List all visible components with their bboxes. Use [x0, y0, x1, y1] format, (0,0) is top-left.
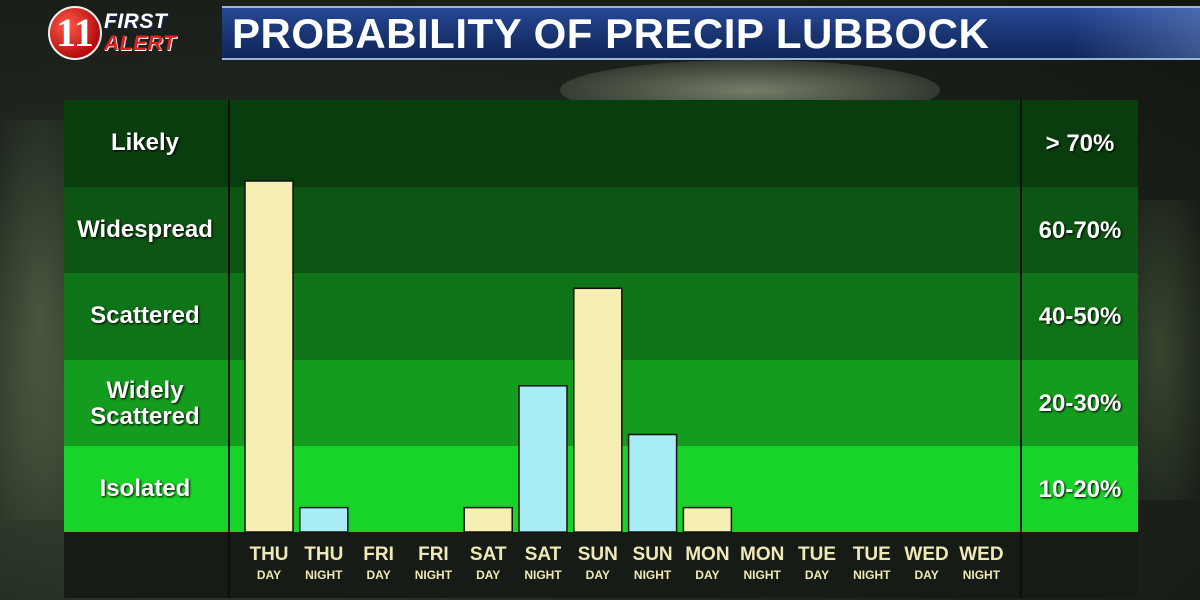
x-tick-day: THU [304, 544, 343, 565]
logo-line2: ALERT [104, 32, 177, 55]
x-tick-part: DAY [805, 568, 829, 582]
bar-thu-night [299, 506, 349, 533]
left-divider [228, 100, 230, 598]
x-tick-part: NIGHT [415, 568, 453, 582]
band-label: Likely [110, 129, 180, 156]
x-tick-part: DAY [695, 568, 719, 582]
band-label: Widespread [77, 215, 213, 243]
band-widespread [64, 186, 1138, 274]
band-range-label: 40-50% [1038, 303, 1122, 330]
title-bar: PROBABILITY OF PRECIP LUBBOCK [222, 6, 1200, 60]
band-range-label: 60-70% [1038, 216, 1122, 244]
x-tick-part: NIGHT [963, 568, 1001, 582]
band-range-label: > 70% [1045, 130, 1115, 157]
logo-circle-icon [48, 6, 102, 60]
x-tick-day: FRI [363, 544, 394, 565]
band-label: Isolated [99, 475, 191, 502]
x-tick-part: DAY [586, 568, 610, 582]
bar-thu-day [244, 180, 294, 533]
band-label: Scattered [90, 302, 200, 329]
bar-sat-day [463, 506, 513, 533]
right-divider [1020, 100, 1022, 598]
chart-panel: THU DAY THU NIGHT FRI DAY FRI NIGHT SAT DAY SAT NIG… [64, 100, 1138, 598]
x-tick-day: SUN [633, 544, 673, 565]
x-tick-day: WED [904, 544, 948, 565]
x-tick-part: NIGHT [744, 568, 782, 582]
x-tick-part: DAY [476, 568, 500, 582]
x-tick-day: MON [685, 544, 729, 565]
bar-chart: THU DAY THU NIGHT FRI DAY FRI NIGHT SAT DAY SAT NIG… [244, 180, 1004, 582]
x-tick-part: NIGHT [853, 568, 891, 582]
x-tick-part: DAY [366, 568, 390, 582]
x-tick-part: DAY [914, 568, 938, 582]
logo-wordmark: FIRST ALERT [104, 11, 204, 55]
x-tick-part: NIGHT [305, 568, 343, 582]
x-tick-day: TUE [798, 544, 836, 565]
logo-line1: FIRST [104, 10, 168, 33]
logo-number: 11 [56, 10, 94, 55]
bar-sat-night [518, 385, 568, 533]
x-tick-part: DAY [257, 568, 281, 582]
x-tick-day: SAT [525, 544, 562, 565]
band-likely [64, 100, 1138, 187]
x-tick-day: WED [959, 544, 1003, 565]
x-tick-day: SAT [470, 544, 507, 565]
x-tick-day: FRI [418, 544, 449, 565]
x-tick-day: MON [740, 544, 784, 565]
bar-sun-night [627, 433, 678, 533]
station-logo: 11 FIRST ALERT [48, 6, 206, 60]
x-axis-strip [64, 532, 1138, 598]
x-tick-part: NIGHT [634, 568, 672, 582]
band-label: Widely Scattered [90, 376, 200, 430]
bar-mon-day [682, 506, 733, 533]
page-title: PROBABILITY OF PRECIP LUBBOCK [232, 10, 990, 57]
x-tick-day: SUN [578, 544, 618, 565]
x-tick-part: NIGHT [524, 568, 562, 582]
x-tick-day: THU [249, 544, 288, 565]
x-tick-day: TUE [853, 544, 891, 565]
band-range-label: 20-30% [1038, 389, 1122, 417]
bar-sun-day [573, 287, 623, 533]
band-range-label: 10-20% [1038, 476, 1122, 503]
